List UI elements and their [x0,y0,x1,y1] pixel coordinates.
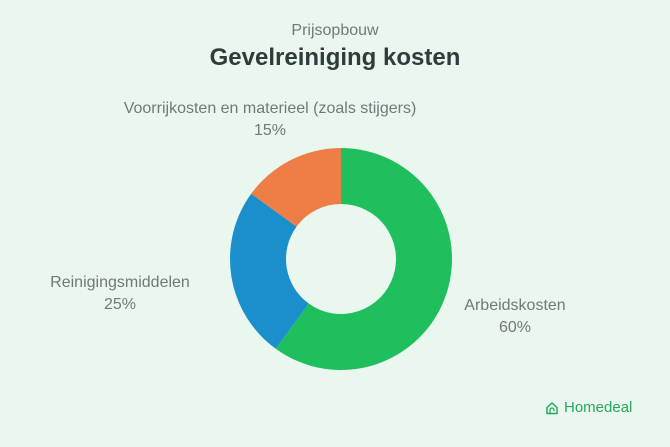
brand-logo: Homedeal [545,399,632,416]
donut-slice-3 [251,148,341,227]
brand-name: Homedeal [564,399,633,416]
slice-percent: 15% [253,122,287,139]
slice-name: Reinigingsmiddelen [50,274,190,291]
chart-subtitle: Prijsopbouw [291,22,379,39]
donut-slice-2 [230,193,309,349]
slice-label-arbeidskosten: Arbeidskosten 60% [440,295,590,339]
chart-title: Gevelreiniging kosten [209,44,461,71]
donut-slice-1 [275,148,452,371]
slice-label-voorrijkosten: Voorrijkosten en materieel (zoals stijge… [80,98,460,142]
slice-percent: 60% [498,319,532,336]
slice-name: Voorrijkosten en materieel (zoals stijge… [123,100,417,117]
slice-label-reinigingsmiddelen: Reinigingsmiddelen 25% [20,272,220,316]
house-icon [546,401,558,414]
slice-percent: 25% [103,296,137,313]
slice-name: Arbeidskosten [464,297,566,314]
